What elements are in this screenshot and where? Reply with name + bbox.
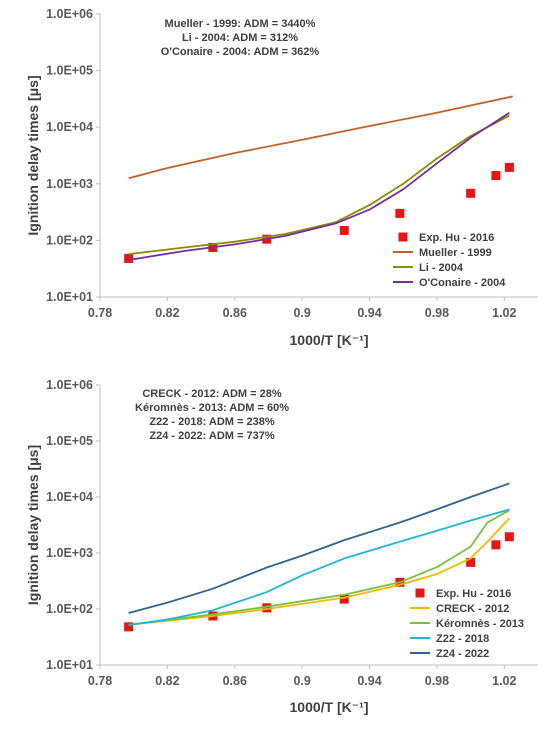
y-tick-label: 1.0E+05: [46, 64, 93, 78]
data-point-exp-hu-2016: [339, 225, 349, 235]
legend-label: CRECK - 2012: [436, 603, 509, 615]
series-line-z22-2018: [128, 508, 510, 626]
y-tick-label: 1.0E+06: [46, 378, 93, 392]
x-tick-label: 1.02: [492, 674, 516, 688]
x-tick-label: 0.94: [357, 306, 381, 320]
legend-label: Li - 2004: [419, 262, 464, 274]
series-line-z24-2022: [128, 482, 510, 614]
x-tick-label: 0.86: [223, 674, 247, 688]
adm-annotation: Z24 - 2022: ADM = 737%: [149, 430, 274, 442]
x-axis-title: 1000/T [K⁻¹]: [290, 332, 369, 348]
y-tick-label: 1.0E+02: [46, 602, 93, 616]
x-axis-title: 1000/T [K⁻¹]: [290, 699, 369, 715]
x-tick-label: 0.9: [293, 674, 310, 688]
data-point-exp-hu-2016: [262, 603, 272, 613]
y-tick-label: 1.0E+05: [46, 434, 93, 448]
y-tick-label: 1.0E+01: [46, 658, 93, 672]
y-tick-label: 1.0E+04: [46, 120, 93, 134]
y-tick-label: 1.0E+06: [46, 7, 93, 21]
legend-swatch: [415, 588, 425, 598]
adm-annotation: O'Conaire - 2004: ADM = 362%: [161, 46, 320, 58]
y-axis-title: Ignition delay times [μs]: [25, 75, 41, 235]
series-line-k-romn-s-2013: [128, 509, 510, 626]
x-tick-label: 0.98: [425, 674, 449, 688]
data-point-exp-hu-2016: [124, 253, 134, 263]
data-point-exp-hu-2016: [339, 594, 349, 604]
legend-swatch: [398, 232, 408, 242]
legend-label: Mueller - 1999: [419, 247, 492, 259]
y-tick-label: 1.0E+01: [46, 290, 93, 304]
series-line-o-conaire-2004: [128, 112, 510, 261]
adm-annotation: Z22 - 2018: ADM = 238%: [149, 416, 274, 428]
adm-annotation: Kéromnès - 2013: ADM = 60%: [135, 402, 289, 414]
data-point-exp-hu-2016: [491, 540, 501, 550]
y-tick-label: 1.0E+03: [46, 177, 93, 191]
x-tick-label: 1.02: [492, 306, 516, 320]
y-axis-title: Ignition delay times [μs]: [25, 445, 41, 605]
x-tick-label: 0.78: [88, 674, 112, 688]
legend-label: Z22 - 2018: [436, 633, 489, 645]
series-line-li-2004: [128, 114, 510, 256]
chart-bottom: 1.0E+01 1.0E+02 1.0E+03 1.0E+04 1.0E+05 1.0E+…: [25, 378, 538, 715]
adm-annotation: CRECK - 2012: ADM = 28%: [142, 388, 281, 400]
series-line-mueller-1999: [128, 95, 513, 180]
x-tick-label: 0.82: [155, 674, 179, 688]
adm-annotation: Mueller - 1999: ADM = 3440%: [165, 18, 316, 30]
legend-label: Exp. Hu - 2016: [419, 232, 494, 244]
data-point-exp-hu-2016: [504, 162, 514, 172]
data-point-exp-hu-2016: [466, 557, 476, 567]
x-tick-label: 0.9: [293, 306, 310, 320]
legend-label: Z24 - 2022: [436, 648, 489, 660]
data-point-exp-hu-2016: [395, 208, 405, 218]
legend-label: O'Conaire - 2004: [419, 277, 506, 289]
chart-top: 1.0E+01 1.0E+02 1.0E+03 1.0E+04 1.0E+05 1.0E+…: [25, 7, 538, 348]
legend-label: Exp. Hu - 2016: [436, 588, 511, 600]
series-line-creck-2012: [128, 517, 511, 626]
data-point-exp-hu-2016: [124, 622, 134, 632]
data-point-exp-hu-2016: [466, 188, 476, 198]
adm-annotation: Li - 2004: ADM = 312%: [182, 32, 298, 44]
y-tick-label: 1.0E+02: [46, 233, 93, 247]
x-tick-label: 0.98: [425, 306, 449, 320]
y-tick-label: 1.0E+03: [46, 546, 93, 560]
x-tick-label: 0.86: [223, 306, 247, 320]
x-tick-label: 0.78: [88, 306, 112, 320]
legend-label: Kéromnès - 2013: [436, 618, 524, 630]
x-tick-label: 0.94: [357, 674, 381, 688]
data-point-exp-hu-2016: [491, 171, 501, 181]
data-point-exp-hu-2016: [504, 532, 514, 542]
x-tick-label: 0.82: [155, 306, 179, 320]
y-tick-label: 1.0E+04: [46, 490, 93, 504]
